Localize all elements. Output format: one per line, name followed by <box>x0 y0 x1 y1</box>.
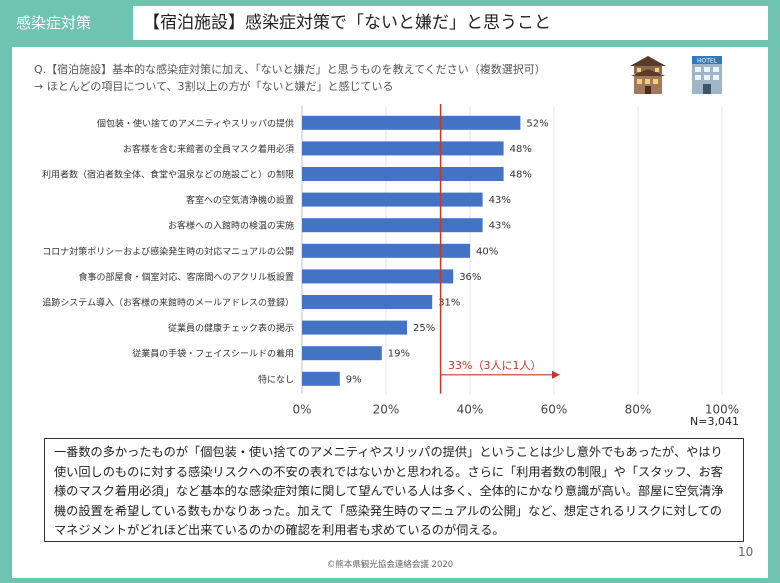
bar <box>302 141 504 156</box>
bar <box>302 115 521 130</box>
value-label: 19% <box>388 349 410 360</box>
x-tick-label: 80% <box>625 403 652 417</box>
category-label: 客室への空気清浄機の設置 <box>186 194 294 206</box>
category-label: 従業員の手袋・フェイスシールドの着用 <box>132 348 294 360</box>
value-label: 48% <box>510 170 532 181</box>
hotel-building-icon: HOTEL <box>692 56 722 94</box>
comment-box: 一番数の多かったものが「個包装・使い捨てのアメニティやスリッパの提供」ということ… <box>44 438 744 542</box>
category-label: お客様への入館時の検温の実施 <box>168 220 294 232</box>
x-tick-label: 20% <box>373 403 400 417</box>
category-label: 個包装・使い捨てのアメニティやスリッパの提供 <box>97 117 294 129</box>
reference-annotation: 33%（3人に1人） <box>439 104 560 394</box>
x-tick-label: 100% <box>705 403 739 417</box>
x-tick-label: 0% <box>292 403 311 417</box>
category-label: 追跡システム導入（お客様の来館時のメールアドレスの登録） <box>42 297 294 309</box>
survey-question: Q.【宿泊施設】基本的な感染症対策に加え、「ないと嫌だ」と思うものを教えてくださ… <box>34 63 546 76</box>
bar <box>302 269 454 284</box>
bar <box>302 167 504 181</box>
x-tick-label: 60% <box>541 403 568 417</box>
bar-chart: 個包装・使い捨てのアメニティやスリッパの提供お客様を含む来館者の全員マスク着用必… <box>42 104 739 417</box>
value-label: 40% <box>476 246 498 257</box>
value-label: 48% <box>510 144 532 155</box>
value-label: 36% <box>459 272 481 283</box>
sample-size: N=3,041 <box>690 415 739 428</box>
bar <box>302 295 433 309</box>
category-label: 従業員の健康チェック表の掲示 <box>168 322 294 334</box>
copyright-footer: ©熊本県観光協会連絡会議 2020 <box>326 560 454 570</box>
category-label: 特になし <box>258 373 294 385</box>
category-labels: 個包装・使い捨てのアメニティやスリッパの提供お客様を含む来館者の全員マスク着用必… <box>42 117 294 385</box>
title-bar: 【宿泊施設】感染症対策で「ないと嫌だ」と思うこと <box>133 6 768 40</box>
hotel-sign-text: HOTEL <box>697 58 718 65</box>
bar <box>302 218 483 233</box>
value-labels: 52% 48% 48% 43% 43% 40% 36% 31% 25% 19% 9% <box>346 118 549 385</box>
reference-label: 33%（3人に1人） <box>448 359 541 372</box>
bar <box>302 192 483 207</box>
x-axis-ticks: 0% 20% 40% 60% 80% 100% <box>292 403 739 417</box>
category-label: コロナ対策ポリシーおよび感染発生時の対応マニュアルの公開 <box>42 245 294 257</box>
value-label: 52% <box>526 118 548 129</box>
bar <box>302 371 340 386</box>
bar <box>302 320 407 335</box>
bars <box>302 115 521 386</box>
value-label: 31% <box>438 298 460 309</box>
category-label: 利用者数（宿泊者数全体、食堂や温泉などの施設ごと）の制限 <box>42 169 294 181</box>
key-finding: → ほとんどの項目について、3割以上の方が「ないと嫌だ」と感じている <box>34 80 394 93</box>
category-label: 食事の部屋食・個室対応、客席間へのアクリル板設置 <box>78 271 294 283</box>
comment-text: 一番数の多かったものが「個包装・使い捨てのアメニティやスリッパの提供」ということ… <box>54 445 724 537</box>
value-label: 9% <box>346 374 362 385</box>
ryokan-building-icon <box>630 56 666 94</box>
value-label: 43% <box>489 195 511 206</box>
reference-arrowhead <box>552 370 560 379</box>
page-number: 10 <box>738 545 754 559</box>
bar <box>302 346 382 361</box>
category-label: お客様を含む来館者の全員マスク着用必須 <box>123 143 294 155</box>
value-label: 25% <box>413 323 435 334</box>
section-tag: 感染症対策 <box>16 14 92 32</box>
x-tick-label: 40% <box>457 403 484 417</box>
bar <box>302 243 470 258</box>
value-label: 43% <box>489 221 511 232</box>
page-title: 【宿泊施設】感染症対策で「ないと嫌だ」と思うこと <box>143 13 551 33</box>
